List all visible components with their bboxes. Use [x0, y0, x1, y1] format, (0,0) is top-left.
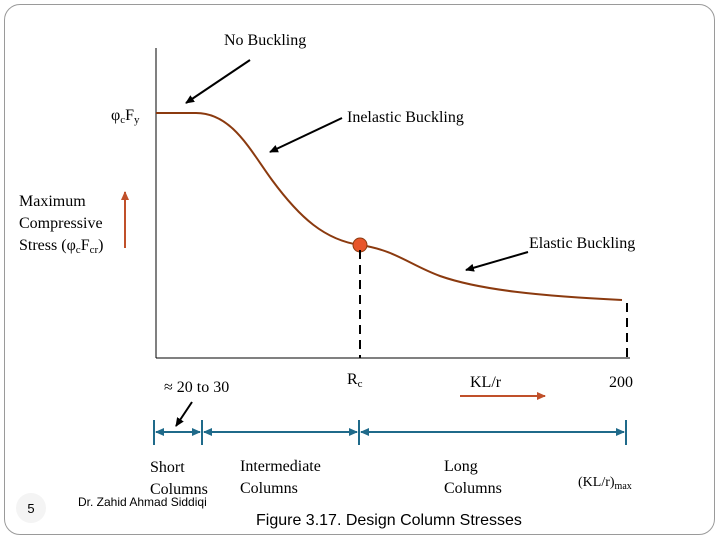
page-number: 5 [27, 501, 34, 516]
long-columns-label-line1: Long [444, 458, 478, 475]
inelastic-buckling-arrow [269, 117, 343, 153]
rc-point-marker [352, 237, 368, 253]
inelastic-buckling-label: Inelastic Buckling [347, 109, 464, 126]
klr-label: KL/r [470, 374, 502, 391]
short-range-arrow [175, 401, 193, 427]
approx-range-label: ≈ 20 to 30 [164, 379, 229, 396]
no-buckling-arrow [185, 59, 251, 104]
yield-stress-label: φcFy [111, 107, 140, 126]
klr-max-label: (KL/r)max [578, 475, 632, 492]
elastic-buckling-label: Elastic Buckling [529, 235, 635, 252]
rc-label: Rc [347, 371, 363, 390]
max-value-label: 200 [609, 374, 633, 391]
y-axis-label-line1: Maximum [19, 193, 86, 210]
elastic-buckling-arrow [465, 251, 529, 272]
y-axis-label-line3: Stress (φcFcr) [19, 237, 103, 256]
figure-caption: Figure 3.17. Design Column Stresses [256, 512, 522, 529]
author-label: Dr. Zahid Ahmad Siddiqi [78, 495, 207, 509]
y-axis-label-line2: Compressive [19, 215, 103, 232]
long-columns-label-line2: Columns [444, 480, 502, 497]
page-number-badge [16, 493, 46, 523]
no-buckling-label: No Buckling [224, 32, 306, 49]
short-columns-label-line2: Columns [150, 481, 208, 498]
intermediate-columns-label-line2: Columns [240, 480, 298, 497]
intermediate-columns-label-line1: Intermediate [240, 458, 321, 475]
stress-curve [156, 112, 623, 301]
short-columns-label-line1: Short [150, 459, 185, 476]
